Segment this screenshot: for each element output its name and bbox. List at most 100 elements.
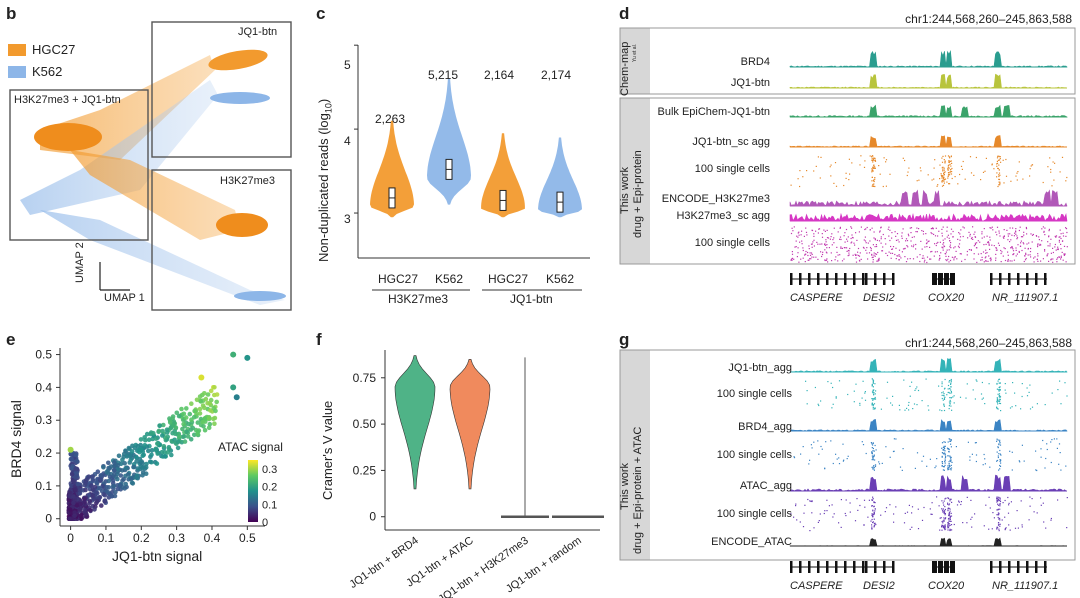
e-point	[125, 472, 131, 477]
d-dots-h3k27me3-dot	[926, 246, 928, 248]
e-point	[122, 461, 127, 466]
d-dots-h3k27me3-dot	[889, 239, 891, 242]
g-dots-atac-dot	[874, 524, 876, 526]
d-gene-3: COX20	[928, 292, 965, 304]
d-dots-jq1-dot	[933, 178, 935, 180]
g-dots-brd4-dot	[832, 462, 834, 465]
g-dots-atac-dot	[958, 501, 960, 503]
d-dots-h3k27me3-dot	[858, 231, 860, 233]
g-gene-track-exon	[1017, 561, 1020, 573]
d-dots-h3k27me3-dot	[850, 226, 852, 228]
e-point	[175, 445, 181, 451]
g-dots-atac-dot	[871, 505, 874, 507]
g-dots-atac-dot	[949, 510, 951, 512]
g-dots-jq1-dot	[871, 398, 874, 400]
g-dots-brd4-dot	[934, 467, 936, 469]
d-dots-h3k27me3-dot	[968, 249, 970, 251]
c-count-1: 2,263	[375, 112, 406, 126]
d-dots-jq1-dot	[959, 173, 961, 176]
d-dots-h3k27me3-dot	[1065, 228, 1068, 230]
g-dots-atac-dot	[930, 513, 932, 515]
d-dots-h3k27me3-dot	[1024, 259, 1027, 261]
g-dots-jq1-dot	[951, 409, 953, 411]
d-dots-h3k27me3-dot	[827, 261, 829, 263]
g-gene-track-exon	[892, 561, 895, 573]
d-dots-jq1-dot	[871, 156, 873, 158]
g-dots-jq1-dot	[943, 403, 945, 405]
d-dots-h3k27me3-dot	[973, 258, 975, 260]
d-dots-h3k27me3-dot	[916, 227, 918, 229]
e-point	[174, 410, 180, 416]
e-point	[195, 420, 201, 425]
d-dots-h3k27me3-dot	[888, 235, 890, 237]
g-dots-brd4-dot	[1036, 469, 1038, 472]
e-xtick-5: 0.4	[204, 531, 221, 545]
d-dots-h3k27me3-dot	[924, 246, 926, 248]
g-dots-brd4-dot	[872, 468, 874, 470]
d-dots-jq1-dot	[969, 156, 972, 158]
g-dots-jq1-dot	[861, 397, 863, 399]
d-dots-h3k27me3-dot	[916, 256, 918, 258]
d-dots-jq1-dot	[843, 184, 845, 187]
g-dots-jq1-dot	[953, 395, 955, 397]
c-ytick-4: 4	[344, 134, 351, 148]
d-dots-h3k27me3-dot	[1016, 237, 1019, 239]
g-dots-atac-dot	[1004, 529, 1006, 531]
g-dots-jq1-dot	[872, 399, 874, 401]
d-dots-h3k27me3-dot	[976, 261, 978, 263]
d-dots-jq1-dot	[957, 183, 959, 185]
d-dots-h3k27me3-dot	[948, 261, 950, 263]
d-dots-h3k27me3-dot	[929, 258, 931, 260]
d-dots-h3k27me3-dot	[1018, 229, 1020, 232]
f-ylabel: Cramer's V value	[320, 400, 335, 500]
g-dots-atac-dot	[949, 515, 951, 517]
e-point	[135, 466, 141, 471]
g-dots-brd4-dot	[999, 465, 1002, 467]
g-dots-jq1-dot	[966, 383, 968, 385]
d-dots-h3k27me3-dot	[950, 247, 952, 249]
g-dots-atac-dot	[944, 506, 946, 508]
g-dots-atac-dot	[884, 511, 886, 513]
e-point	[155, 441, 160, 446]
g-dots-jq1-dot	[830, 382, 832, 384]
d-dots-h3k27me3-dot	[970, 238, 973, 240]
d-dots-h3k27me3-dot	[983, 261, 985, 263]
d-dots-h3k27me3-dot	[843, 258, 845, 260]
d-dots-h3k27me3-dot	[1030, 247, 1032, 250]
g-dots-jq1-dot	[950, 381, 952, 383]
d-dots-h3k27me3-dot	[1059, 229, 1061, 231]
g-dots-jq1-dot	[948, 405, 950, 407]
e-point	[170, 414, 176, 419]
d-dots-h3k27me3-dot	[811, 253, 813, 255]
d-dots-h3k27me3-dot	[998, 232, 1000, 234]
d-dots-h3k27me3-dot	[1065, 261, 1067, 263]
g-dots-atac-dot	[867, 516, 869, 518]
g-dots-jq1-dot	[928, 409, 930, 411]
d-dots-jq1-dot	[999, 156, 1001, 158]
g-dots-brd4-dot	[899, 466, 902, 468]
e-point	[187, 411, 193, 417]
d-dots-h3k27me3-dot	[1046, 254, 1048, 256]
g-dots-atac-dot	[845, 499, 847, 501]
d-dots-h3k27me3-dot	[1007, 239, 1009, 241]
g-gene-3: COX20	[928, 580, 965, 592]
d-dots-h3k27me3-dot	[839, 227, 841, 229]
g-dots-brd4-dot	[1044, 467, 1046, 469]
d-dots-h3k27me3-dot	[1024, 247, 1026, 249]
d-dots-h3k27me3-dot	[840, 247, 842, 249]
g-dots-atac-dot	[948, 517, 950, 520]
d-dots-h3k27me3-dot	[919, 260, 921, 263]
d-dots-h3k27me3-dot	[959, 253, 961, 255]
g-dots-jq1-dot	[949, 387, 951, 390]
d-dots-h3k27me3-dot	[930, 228, 932, 230]
d-dots-h3k27me3-dot	[1011, 260, 1013, 262]
g-dots-brd4-dot	[967, 441, 969, 443]
d-dots-jq1-dot	[873, 158, 875, 160]
d-dots-h3k27me3-dot	[1035, 235, 1037, 237]
g-dots-atac-dot	[942, 511, 944, 513]
g-dots-atac-dot	[864, 506, 866, 508]
g-dots-brd4-dot	[944, 454, 946, 456]
g-dots-atac-dot	[942, 508, 944, 510]
g-dots-jq1-dot	[874, 398, 876, 400]
g-dots-jq1-dot	[943, 404, 945, 406]
